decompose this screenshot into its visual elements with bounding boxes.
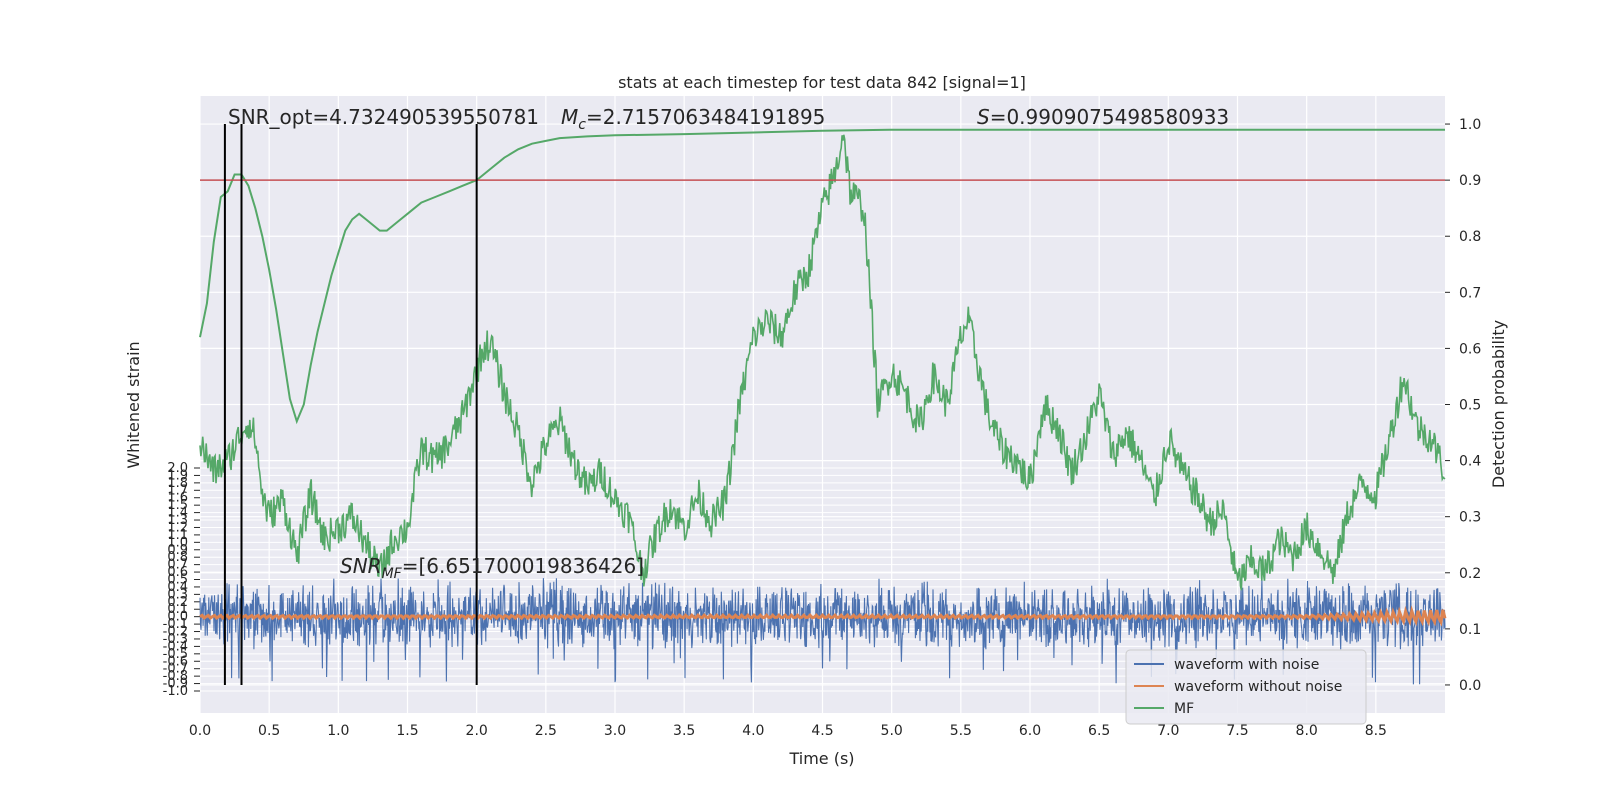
x-axis-label: Time (s) xyxy=(788,749,854,768)
mf-series xyxy=(199,128,1446,591)
y-right-tick-label: 0.7 xyxy=(1459,285,1481,301)
y-left-axis-label: Whitened strain xyxy=(124,341,143,468)
y-left-tick-label: 0.9 xyxy=(167,543,188,558)
y-left-tick-label: 1.2 xyxy=(167,520,188,535)
x-tick-label: 1.5 xyxy=(396,723,418,739)
x-tick-label: 2.0 xyxy=(466,723,488,739)
y-left-tick-label: 1.8 xyxy=(167,476,188,491)
y-left-tick-label: 1.9 xyxy=(167,468,188,483)
y-right-tick-label: 0.2 xyxy=(1459,566,1481,582)
y-left-tick-label: -0.9 xyxy=(163,677,188,692)
x-tick-label: 8.0 xyxy=(1296,723,1318,739)
snr-mf-annotation: SNRMF=[6.651700019836426] xyxy=(340,554,644,582)
y-left-tick-label: -0.3 xyxy=(163,632,188,647)
y-left-tick-label: -0.7 xyxy=(163,662,188,677)
y-left-tick-label: 1.4 xyxy=(167,506,188,521)
snr-mf-subscript: MF xyxy=(382,566,403,582)
x-tick-label: 5.0 xyxy=(881,723,903,739)
waveform-with-noise-line xyxy=(199,578,1446,685)
y-left-tick-label: 1.3 xyxy=(167,513,188,528)
x-tick-label: 6.5 xyxy=(1088,723,1110,739)
y-left-tick-labels: -1.0-0.9-0.8-0.7-0.6-0.5-0.4-0.3-0.2-0.1… xyxy=(163,461,188,699)
mc-subscript: c xyxy=(578,117,586,133)
x-tick-label: 5.5 xyxy=(950,723,972,739)
x-tick-label: 4.5 xyxy=(811,723,833,739)
mf-noisy-line xyxy=(199,134,1446,591)
y-right-tick-label: 0.3 xyxy=(1459,510,1481,526)
x-tick-label: 3.0 xyxy=(604,723,626,739)
snr-mf-value: =[6.651700019836426] xyxy=(402,554,644,578)
mc-value: =2.7157063484191895 xyxy=(586,105,825,129)
y-left-tick-label: 0.0 xyxy=(167,610,188,625)
s-annotation: S=0.9909075498580933 xyxy=(977,105,1229,129)
y-right-tick-label: 0.4 xyxy=(1459,454,1481,470)
y-right-tick-label: 0.0 xyxy=(1459,678,1481,694)
y-right-axis-label: Detection probability xyxy=(1489,320,1508,488)
x-tick-label: 7.5 xyxy=(1226,723,1248,739)
vertical-lines-group xyxy=(223,124,478,685)
y-left-tick-label: 0.3 xyxy=(167,587,188,602)
legend-label-noise: waveform with noise xyxy=(1174,657,1319,673)
y-left-tick-label: -0.8 xyxy=(163,669,188,684)
y-left-tick-label: 0.4 xyxy=(167,580,188,595)
y-left-tick-label: -0.1 xyxy=(163,617,188,632)
y-left-tick-label: 0.8 xyxy=(167,550,188,565)
y-left-tick-label: 0.5 xyxy=(167,573,188,588)
y-right-tick-label: 1.0 xyxy=(1459,117,1481,133)
y-right-tick-label: 0.6 xyxy=(1459,341,1481,357)
waveform-with-noise-series xyxy=(199,578,1446,685)
s-symbol: S xyxy=(977,105,990,129)
s-value: =0.9909075498580933 xyxy=(990,105,1229,129)
y-left-tick-label: 1.7 xyxy=(167,483,188,498)
y-left-tick-label: -0.5 xyxy=(163,647,188,662)
y-left-tick-label: 0.7 xyxy=(167,558,188,573)
y-right-tick-label: 0.1 xyxy=(1459,622,1481,638)
y-left-tick-label: -0.2 xyxy=(163,625,188,640)
x-tick-label: 0.5 xyxy=(258,723,280,739)
waveform-without-noise-series xyxy=(199,605,1447,627)
legend-label-clean: waveform without noise xyxy=(1174,679,1342,695)
x-tick-label: 0.0 xyxy=(189,723,211,739)
waveform-without-noise-line xyxy=(199,605,1447,627)
x-tick-label: 2.5 xyxy=(535,723,557,739)
legend-box xyxy=(1125,649,1367,725)
y-right-tick-label: 0.9 xyxy=(1459,173,1481,189)
x-tick-labels: 0.0 0.5 1.0 1.5 2.0 2.5 3.0 3.5 4.0 4.5 5.0 5.5 6.0 6… xyxy=(189,723,1387,739)
y-left-tick-label: 0.2 xyxy=(167,595,188,610)
y-left-tick-label: 0.6 xyxy=(167,565,188,580)
y-left-tick-label: -1.0 xyxy=(163,684,188,699)
mf-smooth-line xyxy=(199,128,1445,425)
x-tick-label: 1.0 xyxy=(327,723,349,739)
y-left-tick-label: 1.5 xyxy=(167,498,188,513)
y-right-tick-labels: 0.0 0.1 0.2 0.3 0.4 0.5 0.6 0.7 0.8 0.9 1.0 xyxy=(1459,117,1481,694)
x-tick-label: 6.0 xyxy=(1019,723,1041,739)
x-tick-label: 4.0 xyxy=(742,723,764,739)
mc-symbol: M xyxy=(561,105,578,129)
y-left-tick-label: 1.6 xyxy=(167,491,188,506)
y-left-tick-label: 2.0 xyxy=(167,461,188,476)
x-tick-label: 8.5 xyxy=(1365,723,1387,739)
y-left-tick-label: -0.6 xyxy=(163,654,188,669)
legend-label-mf: MF xyxy=(1174,701,1194,717)
y-left-tick-label: 1.0 xyxy=(167,535,188,550)
mc-annotation: Mc=2.7157063484191895 xyxy=(561,105,825,133)
y-left-tick-label: 1.1 xyxy=(167,528,188,543)
chart-title: stats at each timestep for test data 842… xyxy=(618,73,1026,92)
y-left-tick-label: 0.1 xyxy=(167,602,188,617)
x-tick-label: 3.5 xyxy=(673,723,695,739)
y-right-tick-label: 0.8 xyxy=(1459,229,1481,245)
y-left-tick-label: -0.4 xyxy=(163,639,188,654)
legend: waveform with noise waveform without noi… xyxy=(1125,649,1367,725)
y-right-tick-label: 0.5 xyxy=(1459,398,1481,414)
x-tick-label: 7.0 xyxy=(1157,723,1179,739)
snr-mf-symbol: SNR xyxy=(340,554,382,578)
snr-opt-annotation: SNR_opt=4.732490539550781 xyxy=(228,105,539,129)
